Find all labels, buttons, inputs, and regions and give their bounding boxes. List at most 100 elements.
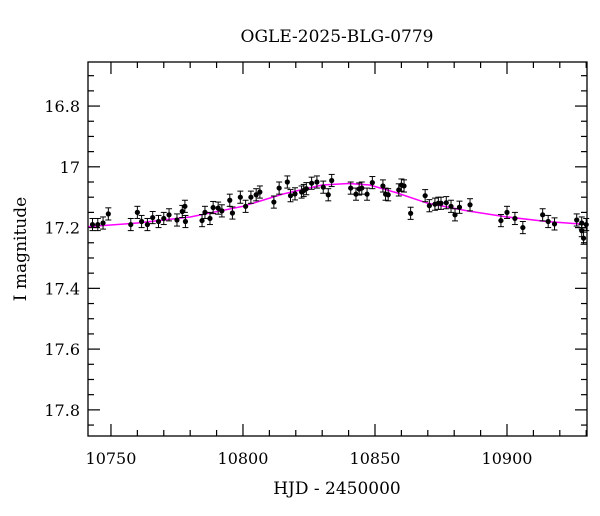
data-point: [138, 214, 145, 229]
data-point: [580, 231, 587, 245]
data-marker: [359, 185, 365, 191]
data-point: [270, 195, 277, 209]
data-point: [451, 208, 458, 222]
data-point: [276, 181, 283, 195]
data-point: [325, 188, 332, 202]
data-marker: [303, 186, 309, 192]
x-tick-label: 10750: [86, 449, 137, 468]
data-marker: [498, 217, 504, 224]
data-marker: [380, 183, 386, 189]
y-tick-label: 16.8: [44, 97, 80, 116]
data-point: [173, 213, 180, 227]
data-marker: [448, 203, 454, 209]
data-marker: [227, 197, 233, 203]
x-tick-label: 10800: [218, 449, 269, 468]
data-point: [356, 182, 363, 196]
data-marker: [438, 200, 444, 206]
data-marker: [237, 194, 243, 200]
data-marker: [182, 218, 189, 225]
data-point: [320, 180, 327, 194]
data-marker: [128, 221, 134, 228]
data-point: [155, 214, 162, 229]
data-marker: [545, 218, 551, 225]
data-marker: [408, 210, 414, 216]
data-point: [545, 214, 552, 229]
data-marker: [182, 203, 188, 209]
data-marker: [580, 235, 587, 241]
x-tick-label: 10900: [482, 449, 533, 468]
data-marker: [467, 202, 473, 208]
data-marker: [243, 203, 249, 209]
data-point: [448, 199, 455, 213]
data-point: [422, 189, 429, 203]
data-marker: [144, 221, 151, 228]
data-marker: [105, 211, 111, 217]
data-marker: [314, 179, 320, 185]
data-point: [291, 187, 298, 201]
data-marker: [166, 212, 172, 218]
data-marker: [276, 185, 282, 191]
data-marker: [138, 218, 145, 225]
data-point: [551, 217, 558, 231]
data-point: [160, 211, 167, 226]
data-point: [313, 175, 320, 189]
data-point: [358, 181, 365, 195]
data-point: [426, 199, 433, 213]
x-tick-label: 10850: [350, 449, 401, 468]
data-marker: [257, 189, 263, 195]
y-tick-label: 17.8: [44, 401, 80, 420]
data-point: [401, 179, 408, 193]
data-point: [242, 199, 249, 213]
data-marker: [456, 204, 463, 210]
data-point: [287, 189, 294, 203]
data-point: [253, 188, 260, 202]
data-point: [284, 175, 291, 189]
data-marker: [353, 191, 359, 197]
data-marker: [100, 220, 106, 226]
data-point: [437, 196, 444, 210]
data-point: [134, 205, 141, 219]
data-point: [237, 190, 244, 204]
data-point: [369, 176, 376, 190]
data-point: [385, 188, 392, 202]
data-point: [456, 200, 463, 214]
data-marker: [150, 214, 156, 221]
data-marker: [199, 217, 205, 224]
chart-title: OGLE-2025-BLG-0779: [241, 27, 434, 47]
data-marker: [292, 191, 298, 197]
data-marker: [207, 215, 213, 222]
data-marker: [385, 192, 391, 198]
data-point: [215, 201, 222, 215]
data-marker: [396, 187, 402, 193]
data-marker: [229, 210, 236, 216]
data-marker: [89, 221, 96, 228]
data-marker: [512, 215, 518, 222]
y-tick-label: 17.4: [44, 279, 80, 298]
data-marker: [348, 185, 354, 191]
data-point: [201, 205, 208, 219]
data-marker: [174, 217, 180, 223]
data-marker: [504, 209, 510, 215]
data-point: [94, 217, 101, 232]
y-axis-label: I magnitude: [11, 197, 31, 301]
y-tick-label: 17: [60, 158, 80, 177]
data-marker: [155, 218, 162, 225]
data-point: [181, 199, 188, 213]
data-point: [504, 205, 511, 219]
data-point: [539, 208, 546, 222]
data-point: [210, 200, 217, 215]
data-marker: [215, 205, 221, 211]
data-marker: [248, 194, 254, 200]
data-marker: [320, 184, 326, 190]
data-marker: [583, 221, 589, 228]
data-marker: [369, 180, 375, 186]
data-marker: [161, 215, 167, 222]
data-point: [379, 179, 386, 193]
data-marker: [364, 191, 370, 197]
data-point: [443, 196, 450, 210]
data-point: [300, 183, 307, 198]
data-point: [573, 213, 580, 227]
plot-frame: [87, 61, 588, 437]
